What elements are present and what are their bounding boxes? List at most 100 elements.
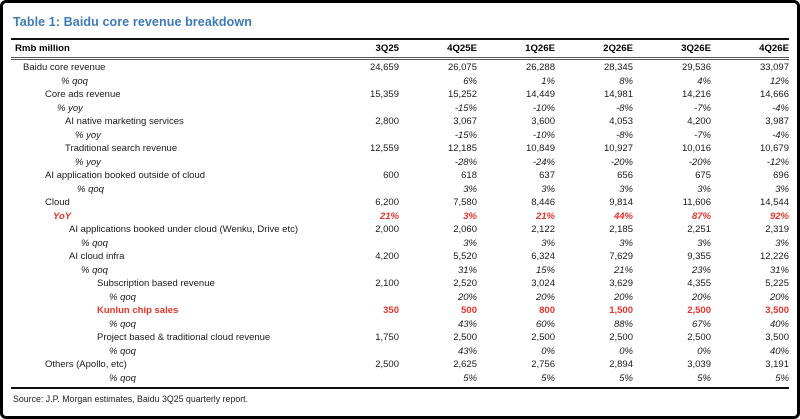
cell: 2,500 bbox=[375, 359, 399, 371]
cell: -4% bbox=[772, 102, 789, 114]
row-label: Core ads revenue bbox=[45, 89, 121, 101]
table-row: Cloud 6,200 7,580 8,446 9,814 11,606 14,544 bbox=[11, 196, 789, 210]
cell: 21% bbox=[613, 264, 633, 276]
cell: 14,449 bbox=[525, 89, 555, 101]
cell: 2,625 bbox=[453, 359, 477, 371]
table-row: % qoq 3% 3% 3% 3% 3% bbox=[11, 237, 789, 251]
cell: 24,659 bbox=[369, 62, 399, 74]
table-row: % qoq 3% 3% 3% 3% 3% bbox=[11, 183, 789, 197]
cell: 10,927 bbox=[603, 143, 633, 155]
cell: 800 bbox=[539, 305, 555, 317]
row-label: % qoq bbox=[81, 237, 108, 249]
cell: 0% bbox=[541, 345, 555, 357]
cell: -12% bbox=[766, 156, 789, 168]
cell: 6,324 bbox=[531, 251, 555, 263]
table-row: Core ads revenue 15,359 15,252 14,449 14,981… bbox=[11, 88, 789, 102]
row-label: YoY bbox=[53, 210, 72, 222]
cell: 5,225 bbox=[765, 278, 789, 290]
cell: 31% bbox=[769, 264, 789, 276]
cell: 40% bbox=[769, 318, 789, 330]
row-label: % qoq bbox=[109, 345, 136, 357]
cell: 3,024 bbox=[531, 278, 555, 290]
row-label: Traditional search revenue bbox=[65, 143, 178, 155]
cell: 20% bbox=[769, 291, 789, 303]
cell: 3% bbox=[541, 183, 555, 195]
cell: 3% bbox=[463, 237, 477, 249]
cell: 2,319 bbox=[765, 224, 789, 236]
row-label: % qoq bbox=[77, 183, 104, 195]
cell: 28,345 bbox=[603, 62, 633, 74]
row-label: Cloud bbox=[45, 197, 70, 209]
cell: -4% bbox=[772, 129, 789, 141]
row-label: AI applications booked under cloud (Wenk… bbox=[69, 224, 299, 236]
cell: 2,500 bbox=[531, 332, 555, 344]
cell: 12% bbox=[769, 75, 789, 87]
row-label: AI application booked outside of cloud bbox=[45, 170, 206, 182]
cell: -15% bbox=[454, 102, 477, 114]
row-label: Project based & traditional cloud revenu… bbox=[97, 332, 271, 344]
cell: 0% bbox=[619, 345, 633, 357]
row-label: AI cloud infra bbox=[69, 251, 125, 263]
cell: -8% bbox=[616, 129, 633, 141]
row-label: % qoq bbox=[61, 75, 88, 87]
cell: 2,060 bbox=[453, 224, 477, 236]
cell: 2,122 bbox=[531, 224, 555, 236]
cell: 3% bbox=[697, 237, 711, 249]
cell: 43% bbox=[457, 345, 477, 357]
cell: 88% bbox=[613, 318, 633, 330]
cell: 2,000 bbox=[375, 224, 399, 236]
cell: 10,016 bbox=[681, 143, 711, 155]
cell: 2,756 bbox=[531, 359, 555, 371]
table-row: AI cloud infra 4,200 5,520 6,324 7,629 9,355 1… bbox=[11, 250, 789, 264]
table-row: % qoq 6% 1% 8% 4% 12% bbox=[11, 75, 789, 89]
row-label: Subscription based revenue bbox=[97, 278, 215, 290]
row-label: % qoq bbox=[109, 318, 136, 330]
cell: 3% bbox=[541, 237, 555, 249]
row-label: % qoq bbox=[81, 264, 108, 276]
cell: 14,666 bbox=[759, 89, 789, 101]
cell: -8% bbox=[616, 102, 633, 114]
cell: 3,191 bbox=[765, 359, 789, 371]
cell: 3% bbox=[775, 237, 789, 249]
cell: 8,446 bbox=[531, 197, 555, 209]
cell: 3,987 bbox=[765, 116, 789, 128]
cell: 60% bbox=[535, 318, 555, 330]
cell: 10,849 bbox=[525, 143, 555, 155]
cell: 12,226 bbox=[759, 251, 789, 263]
table-row: Others (Apollo, etc) 2,500 2,625 2,756 2,894… bbox=[11, 358, 789, 372]
cell: 10,679 bbox=[759, 143, 789, 155]
cell: 26,288 bbox=[525, 62, 555, 74]
table-title: Table 1: Baidu core revenue breakdown bbox=[13, 15, 252, 29]
cell: 21% bbox=[379, 210, 399, 222]
table-row: % qoq 5% 5% 5% 5% 5% bbox=[11, 372, 789, 386]
cell: 2,500 bbox=[453, 332, 477, 344]
cell: 20% bbox=[457, 291, 477, 303]
table-row: % qoq 43% 0% 0% 0% 40% bbox=[11, 345, 789, 359]
cell: 4,355 bbox=[687, 278, 711, 290]
cell: 3% bbox=[463, 210, 477, 222]
cell: 9,814 bbox=[609, 197, 633, 209]
cell: 2,520 bbox=[453, 278, 477, 290]
row-label: % qoq bbox=[109, 372, 136, 384]
cell: 2,500 bbox=[687, 332, 711, 344]
cell: 33,097 bbox=[759, 62, 789, 74]
table-row: % yoy -15% -10% -8% -7% -4% bbox=[11, 102, 789, 116]
cell: 31% bbox=[457, 264, 477, 276]
cell: 1,750 bbox=[375, 332, 399, 344]
cell: -28% bbox=[454, 156, 477, 168]
cell: 675 bbox=[695, 170, 711, 182]
cell: 2,500 bbox=[609, 332, 633, 344]
header-row: Rmb million 3Q25 4Q25E 1Q26E 2Q26E 3Q26E 4Q26… bbox=[11, 38, 789, 60]
cell: 3,600 bbox=[531, 116, 555, 128]
cell: 20% bbox=[613, 291, 633, 303]
cell: 4% bbox=[697, 75, 711, 87]
cell: 14,216 bbox=[681, 89, 711, 101]
cell: 9,355 bbox=[687, 251, 711, 263]
cell: 5% bbox=[541, 372, 555, 384]
table-row: Baidu core revenue 24,659 26,075 26,288 28,3… bbox=[11, 61, 789, 75]
table-row: % qoq 20% 20% 20% 20% 20% bbox=[11, 291, 789, 305]
source-note: Source: J.P. Morgan estimates, Baidu 3Q2… bbox=[13, 394, 249, 404]
cell: 5% bbox=[697, 372, 711, 384]
cell: 500 bbox=[461, 305, 477, 317]
table-row: % yoy -15% -10% -8% -7% -4% bbox=[11, 129, 789, 143]
